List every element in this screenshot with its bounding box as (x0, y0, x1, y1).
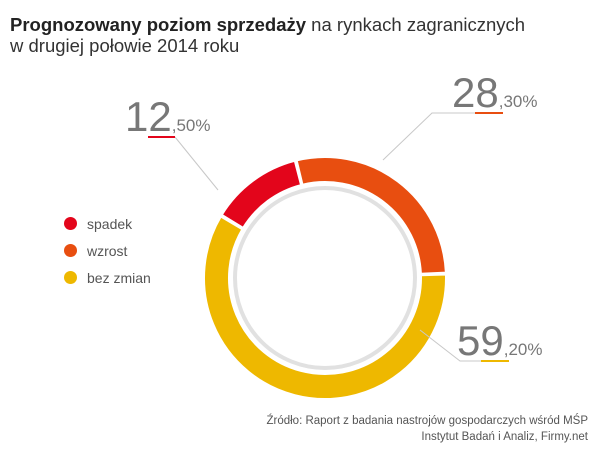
legend-item-spadek: spadek (64, 210, 151, 237)
chart-title: Prognozowany poziom sprzedaży na rynkach… (10, 14, 525, 56)
legend-label-wzrost: wzrost (87, 242, 128, 259)
title-rest: na rynkach zagranicznych (306, 14, 526, 35)
legend-label-bez-zmian: bez zmian (87, 269, 151, 286)
leader-line-wzrost (382, 112, 503, 161)
legend-dot-bez-zmian (64, 271, 77, 284)
leader-line-spadek (174, 136, 219, 191)
legend-dot-spadek (64, 217, 77, 230)
value-label-bez-zmian: 59,20% (457, 317, 542, 364)
slice-spadek (220, 159, 303, 230)
title-line2: w drugiej połowie 2014 roku (10, 35, 240, 56)
legend: spadek wzrost bez zmian (64, 210, 151, 291)
inner-ring (233, 186, 417, 370)
legend-label-spadek: spadek (87, 215, 133, 232)
title-bold: Prognozowany poziom sprzedaży (10, 14, 307, 35)
value-label-wzrost: 28,30% (452, 69, 537, 116)
legend-item-bez-zmian: bez zmian (64, 264, 151, 291)
value-label-spadek: 12,50% (125, 93, 210, 140)
legend-item-wzrost: wzrost (64, 237, 151, 264)
source-line1: Źródło: Raport z badania nastrojów gospo… (266, 415, 588, 427)
legend-dot-wzrost (64, 244, 77, 257)
slice-wzrost (295, 156, 447, 275)
source-line2: Instytut Badań i Analiz, Firmy.net (421, 431, 588, 443)
slice-bez-zmian (203, 215, 447, 400)
source-note: Źródło: Raport z badania nastrojów gospo… (266, 413, 588, 445)
